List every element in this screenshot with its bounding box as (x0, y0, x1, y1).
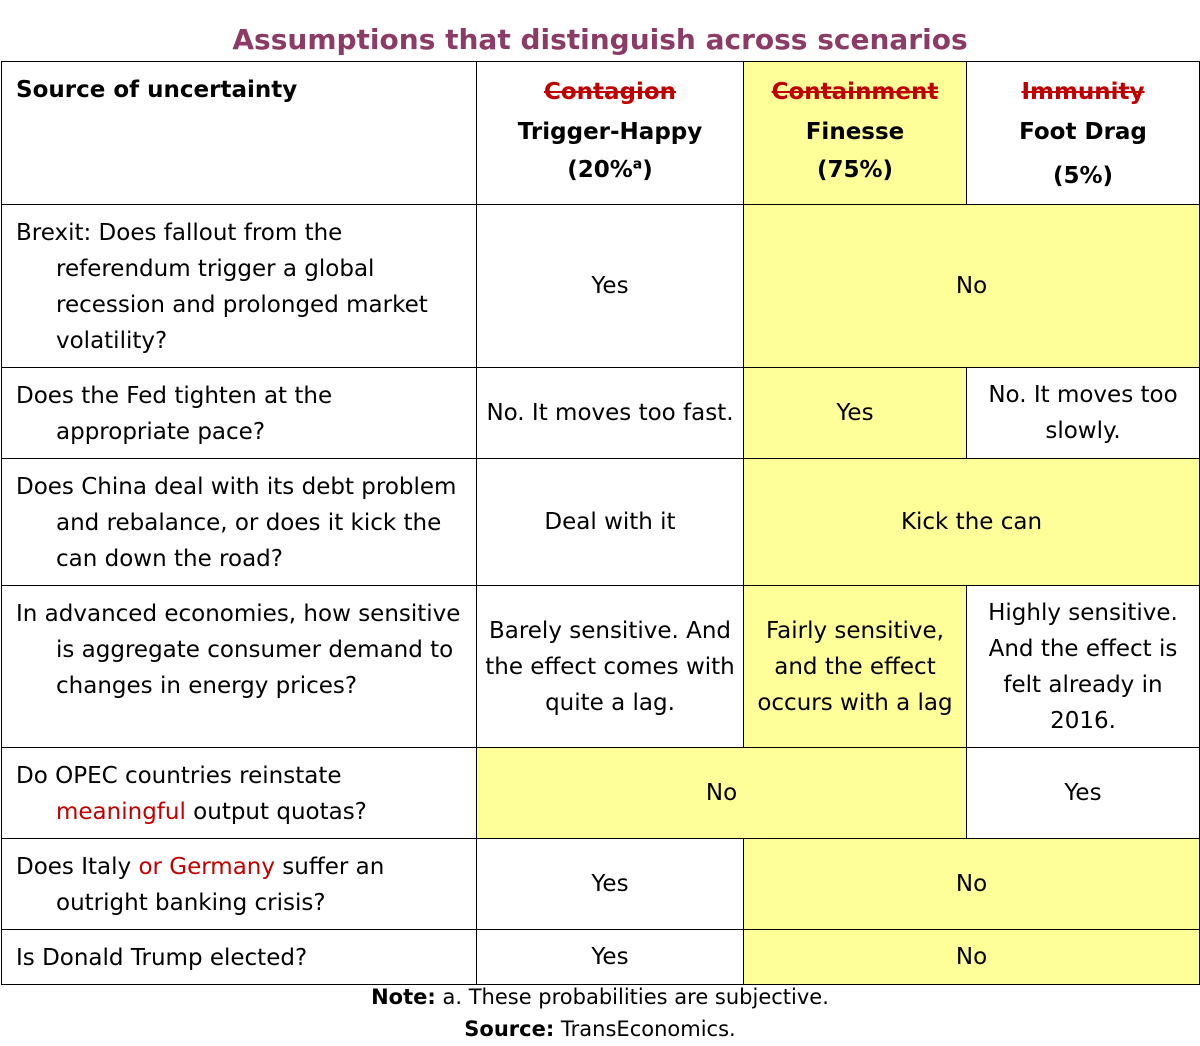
table-row-opec: Do OPEC countries reinstate meaningful o… (1, 747, 1200, 839)
answer-cell: No. It moves too slowly. (966, 367, 1200, 459)
answer-cell: Barely sensitive. And the effect comes w… (476, 585, 744, 748)
source-header: Source of uncertainty (1, 61, 477, 205)
source-line: Source: TransEconomics. (464, 1017, 736, 1041)
scenario-header-trigger-happy: Contagion Trigger-Happy (20%a) (476, 61, 744, 205)
scenario-probability: (75%) (816, 157, 894, 183)
answer-cell: No. It moves too fast. (476, 367, 744, 459)
answer-cell: Yes (743, 367, 967, 459)
struck-scenario-label: Contagion (543, 79, 677, 105)
table-row-brexit: Brexit: Does fallout from the referendum… (1, 204, 1200, 368)
answer-cell: Yes (476, 838, 744, 930)
table-row-fed: Does the Fed tighten at the appropriate … (1, 367, 1200, 459)
answer-cell: Fairly sensitive, and the effect occurs … (743, 585, 967, 748)
question-cell: Does Italy or Germany suffer an outright… (1, 838, 477, 930)
answer-cell: Yes (966, 747, 1200, 839)
scenario-header-foot-drag: Immunity Foot Drag (5%) (966, 61, 1200, 205)
table-row-trump: Is Donald Trump elected? Yes No (1, 929, 1200, 985)
question-cell: In advanced economies, how sensitive is … (1, 585, 477, 748)
question-cell: Does the Fed tighten at the appropriate … (1, 367, 477, 459)
answer-cell: No (743, 838, 1200, 930)
answer-cell: No (743, 204, 1200, 368)
question-cell: Brexit: Does fallout from the referendum… (1, 204, 477, 368)
answer-cell: Highly sensitive. And the effect is felt… (966, 585, 1200, 748)
scenario-probability: (20%a) (567, 156, 653, 183)
red-inserted-text: or Germany (138, 854, 275, 880)
answer-cell: Yes (476, 204, 744, 368)
scenario-table: Source of uncertainty Contagion Trigger-… (1, 61, 1200, 985)
question-cell: Does China deal with its debt problem an… (1, 458, 477, 586)
scenario-header-finesse: Containment Finesse (75%) (743, 61, 967, 205)
scenario-name: Foot Drag (1019, 119, 1147, 145)
struck-scenario-label: Containment (771, 79, 939, 105)
scenario-probability: (5%) (1052, 163, 1114, 189)
page-title: Assumptions that distinguish across scen… (232, 23, 968, 56)
table-row-energy: In advanced economies, how sensitive is … (1, 585, 1200, 748)
scenario-name: Finesse (805, 119, 905, 145)
footnote: Note: a. These probabilities are subject… (371, 985, 829, 1009)
answer-cell: No (743, 929, 1200, 985)
struck-scenario-label: Immunity (1021, 79, 1145, 105)
red-inserted-text: meaningful (56, 799, 186, 825)
question-cell: Do OPEC countries reinstate meaningful o… (1, 747, 477, 839)
answer-cell: Yes (476, 929, 744, 985)
header-row: Source of uncertainty Contagion Trigger-… (1, 61, 1200, 205)
scenario-name: Trigger-Happy (517, 119, 703, 145)
table-row-italy: Does Italy or Germany suffer an outright… (1, 838, 1200, 930)
answer-cell: Kick the can (743, 458, 1200, 586)
answer-cell: No (476, 747, 967, 839)
question-cell: Is Donald Trump elected? (1, 929, 477, 985)
footnote-marker: a (632, 156, 643, 173)
answer-cell: Deal with it (476, 458, 744, 586)
table-row-china: Does China deal with its debt problem an… (1, 458, 1200, 586)
